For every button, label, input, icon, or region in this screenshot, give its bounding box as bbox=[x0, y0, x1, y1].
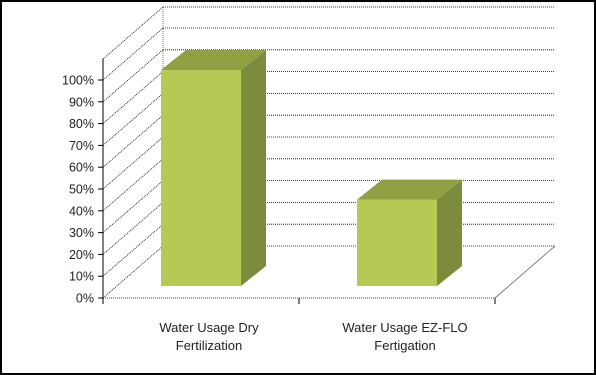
x-category-label: Water Usage Dry Fertilization bbox=[159, 320, 259, 353]
y-tick-label: 70% bbox=[69, 139, 94, 153]
wall-gridline bbox=[102, 202, 164, 255]
y-tick-label: 30% bbox=[69, 226, 94, 240]
x-category-label: Water Usage EZ-FLO Fertigation bbox=[342, 320, 467, 353]
bar bbox=[161, 50, 266, 286]
wall-gridline bbox=[102, 158, 164, 212]
y-tick-label: 100% bbox=[62, 74, 94, 88]
floor-edge bbox=[494, 245, 556, 299]
wall-gridline bbox=[102, 114, 164, 168]
y-tick-label: 10% bbox=[69, 270, 94, 284]
bar-front bbox=[357, 199, 437, 286]
bar-side bbox=[437, 179, 462, 286]
y-tick-label: 50% bbox=[69, 183, 94, 197]
bar-front bbox=[161, 70, 241, 286]
bar bbox=[357, 179, 462, 286]
bar-side bbox=[241, 50, 266, 286]
y-tick-label: 60% bbox=[69, 161, 94, 175]
x-category-labels: Water Usage Dry Fertilization Water Usage … bbox=[159, 320, 467, 353]
wall-gridline bbox=[102, 245, 164, 299]
y-tick-label: 40% bbox=[69, 204, 94, 218]
bars bbox=[161, 50, 462, 286]
wall-gridline bbox=[102, 93, 164, 146]
y-tick-label: 90% bbox=[69, 95, 94, 109]
wall-gridline bbox=[102, 180, 164, 233]
wall-gridline bbox=[102, 27, 164, 81]
y-tick-labels: 0% 10% 20% 30% 40% 50% 60% 70% 80% 90% 100% bbox=[62, 74, 103, 306]
bar-top bbox=[161, 50, 266, 70]
wall-gridline bbox=[102, 223, 164, 277]
y-tick-label: 80% bbox=[69, 117, 94, 131]
axes bbox=[102, 7, 556, 304]
wall-gridline bbox=[102, 136, 164, 190]
y-tick-label: 0% bbox=[76, 292, 94, 306]
wall-gridline bbox=[102, 6, 164, 60]
wall-gridline bbox=[102, 49, 164, 103]
y-tick-label: 20% bbox=[69, 248, 94, 262]
wall-gridline bbox=[102, 71, 164, 124]
bar-top bbox=[357, 179, 462, 200]
